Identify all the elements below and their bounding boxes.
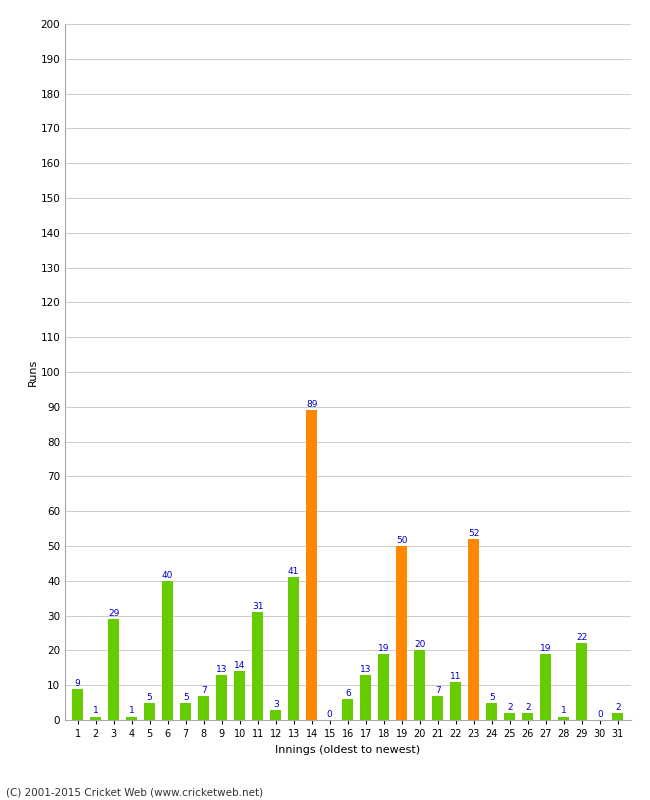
Bar — [252, 612, 263, 720]
Text: 1: 1 — [561, 706, 567, 715]
Text: 5: 5 — [147, 693, 153, 702]
Bar — [577, 643, 588, 720]
Text: 40: 40 — [162, 570, 174, 580]
Bar — [504, 713, 515, 720]
Bar — [540, 654, 551, 720]
Y-axis label: Runs: Runs — [27, 358, 38, 386]
Bar — [180, 702, 191, 720]
Text: 19: 19 — [540, 644, 552, 653]
Text: 5: 5 — [489, 693, 495, 702]
Text: 89: 89 — [306, 400, 317, 410]
Text: 52: 52 — [468, 529, 480, 538]
Text: 5: 5 — [183, 693, 188, 702]
Text: 2: 2 — [615, 703, 621, 712]
Text: 13: 13 — [360, 665, 372, 674]
Text: 31: 31 — [252, 602, 263, 611]
Text: 29: 29 — [108, 609, 120, 618]
Bar — [90, 717, 101, 720]
Bar — [108, 619, 119, 720]
Text: (C) 2001-2015 Cricket Web (www.cricketweb.net): (C) 2001-2015 Cricket Web (www.cricketwe… — [6, 787, 264, 798]
Text: 7: 7 — [201, 686, 207, 694]
Bar — [72, 689, 83, 720]
Bar — [234, 671, 245, 720]
Text: 20: 20 — [414, 640, 426, 650]
Bar — [270, 710, 281, 720]
Bar — [612, 713, 623, 720]
Bar — [450, 682, 462, 720]
Text: 1: 1 — [129, 706, 135, 715]
Text: 6: 6 — [345, 689, 350, 698]
Bar — [486, 702, 497, 720]
Bar — [306, 410, 317, 720]
Bar — [289, 578, 299, 720]
Bar — [126, 717, 137, 720]
Text: 14: 14 — [234, 662, 246, 670]
Text: 2: 2 — [525, 703, 530, 712]
Bar — [343, 699, 353, 720]
Text: 7: 7 — [435, 686, 441, 694]
Text: 3: 3 — [273, 699, 279, 709]
Text: 11: 11 — [450, 672, 461, 681]
Bar — [523, 713, 533, 720]
Text: 50: 50 — [396, 536, 408, 545]
Text: 0: 0 — [597, 710, 603, 719]
Text: 9: 9 — [75, 678, 81, 688]
Bar — [432, 696, 443, 720]
Bar — [469, 539, 479, 720]
Bar — [415, 650, 425, 720]
Text: 1: 1 — [93, 706, 99, 715]
Bar — [216, 674, 227, 720]
Bar — [396, 546, 407, 720]
Bar — [144, 702, 155, 720]
Text: 22: 22 — [577, 634, 588, 642]
Bar — [198, 696, 209, 720]
Text: 41: 41 — [288, 567, 300, 576]
Text: 19: 19 — [378, 644, 389, 653]
Bar — [162, 581, 173, 720]
X-axis label: Innings (oldest to newest): Innings (oldest to newest) — [275, 745, 421, 754]
Bar — [378, 654, 389, 720]
Bar — [360, 674, 371, 720]
Text: 13: 13 — [216, 665, 228, 674]
Bar — [558, 717, 569, 720]
Text: 2: 2 — [507, 703, 513, 712]
Text: 0: 0 — [327, 710, 333, 719]
